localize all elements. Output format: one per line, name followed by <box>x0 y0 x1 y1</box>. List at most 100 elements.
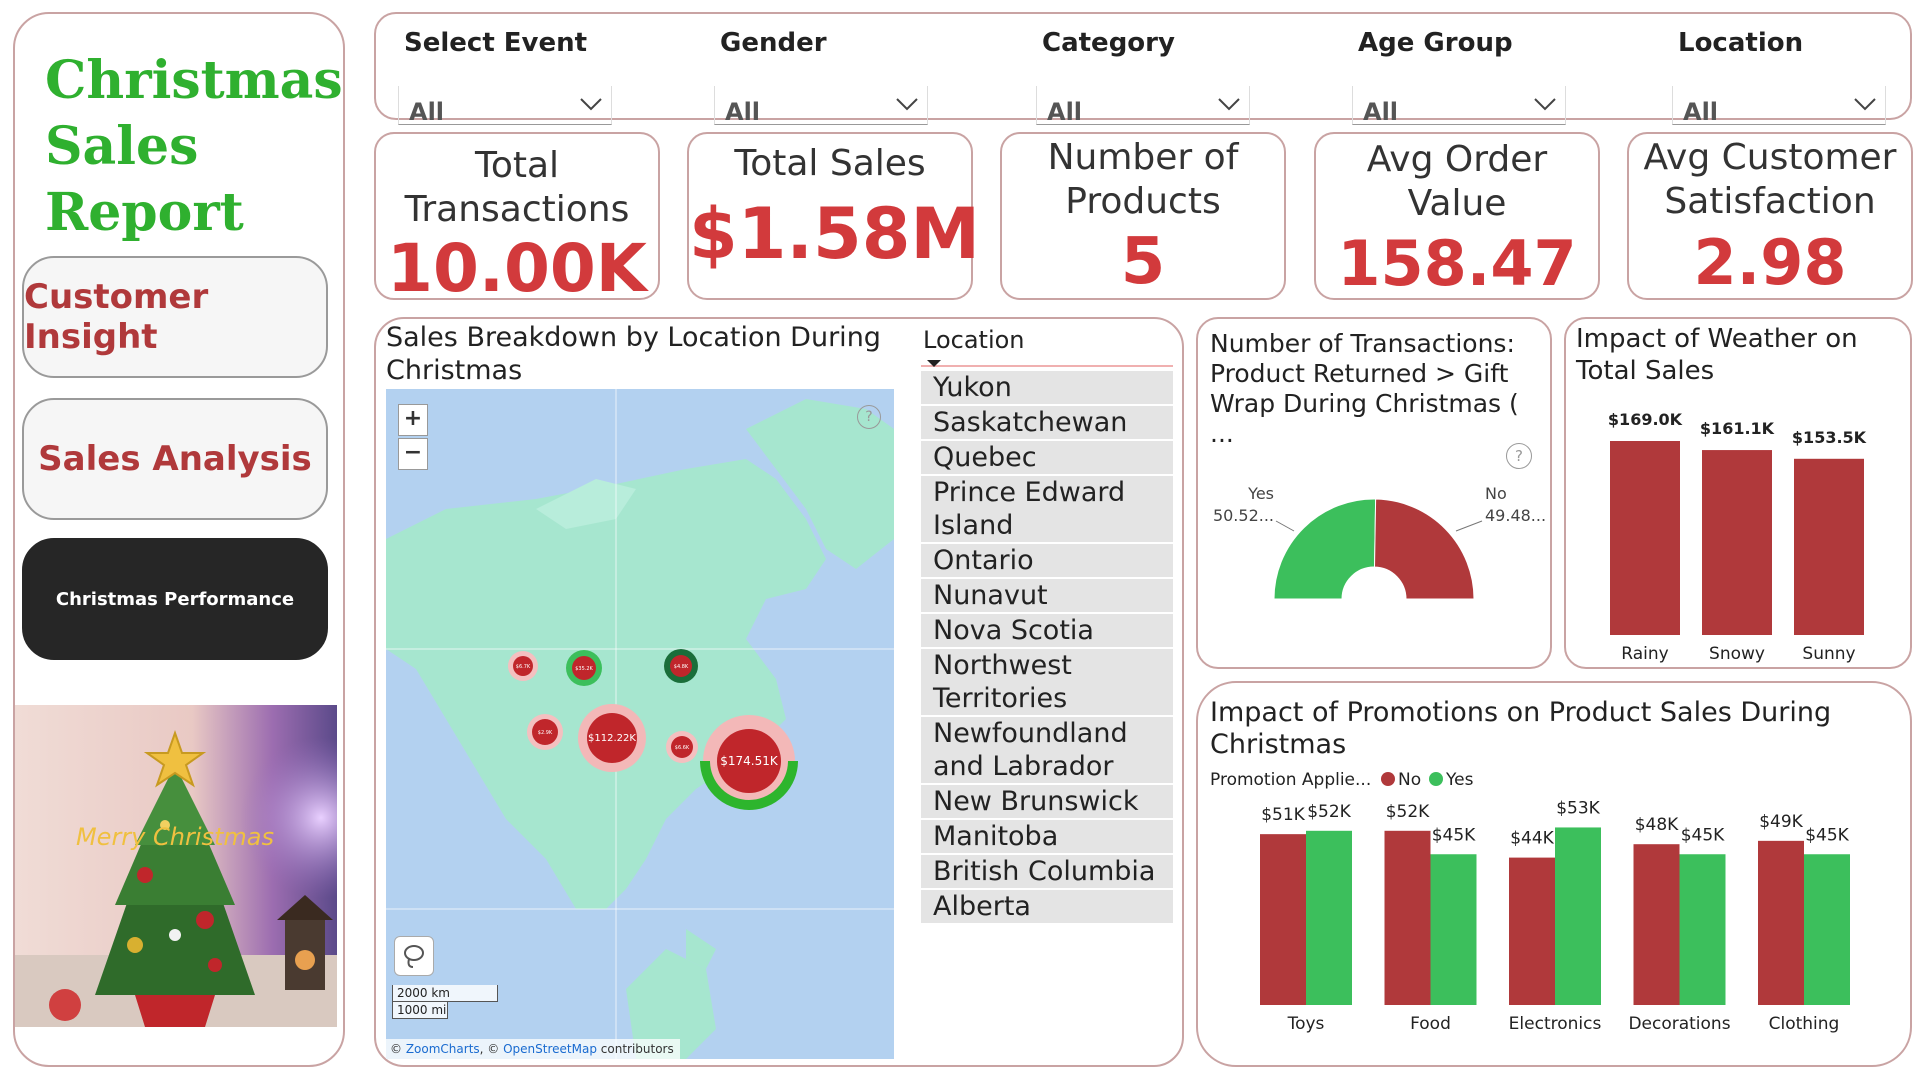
select-event-dropdown[interactable]: All <box>398 86 612 126</box>
filter-label: Location <box>1678 28 1804 58</box>
legend-label[interactable]: No <box>1398 770 1421 790</box>
kpi-value: 158.47 <box>1337 227 1577 300</box>
location-item[interactable]: New Brunswick <box>921 785 1173 820</box>
location-item[interactable]: Prince Edward Island <box>921 476 1173 544</box>
chevron-down-icon <box>580 98 602 111</box>
promo-panel: Impact of Promotions on Product Sales Du… <box>1196 681 1912 1067</box>
map-bubble-label: $2.9K <box>538 730 553 736</box>
map-bubble[interactable]: $4.8K <box>664 649 698 683</box>
location-item[interactable]: Nova Scotia <box>921 614 1173 649</box>
category-tick-label: Snowy <box>1709 644 1765 664</box>
bar-rainy[interactable] <box>1610 441 1680 635</box>
legend-swatch <box>1429 772 1443 786</box>
bar-clothing-no[interactable] <box>1758 840 1804 1005</box>
filter-value: All <box>1047 98 1083 126</box>
filter-gender: Gender All <box>692 28 928 126</box>
bar-value-label: $45K <box>1805 825 1849 845</box>
kpi-title: Avg Customer Satisfaction <box>1643 137 1897 222</box>
legend-swatch <box>1381 772 1395 786</box>
zoomcharts-link[interactable]: ZoomCharts <box>405 1042 480 1056</box>
bar-value-label: $153.5K <box>1792 428 1867 447</box>
filter-select-event: Select Event All <box>376 28 612 126</box>
location-item[interactable]: Manitoba <box>921 820 1173 855</box>
lasso-select-button[interactable] <box>394 936 434 976</box>
weather-bar-chart: $169.0K Rainy $161.1K Snowy $153.5K Sunny <box>1608 410 1867 664</box>
map-view[interactable]: $174.51K $112.22K $6.7K $35.2K $4.8K <box>386 389 894 1059</box>
bar-toys-yes[interactable] <box>1306 830 1352 1005</box>
location-item[interactable]: Ontario <box>921 544 1173 579</box>
bar-food-no[interactable] <box>1384 830 1431 1005</box>
category-tick-label: Clothing <box>1769 1014 1840 1034</box>
help-icon[interactable]: ? <box>857 405 881 429</box>
legend-title: Promotion Applie... <box>1210 770 1371 790</box>
location-list-header[interactable]: Location <box>923 326 1025 354</box>
kpi-title: Total Sales <box>734 143 926 184</box>
bar-value-label: $45K <box>1681 825 1725 845</box>
location-item[interactable]: Northwest Territories <box>921 649 1173 717</box>
location-dropdown[interactable]: All <box>1672 86 1886 126</box>
bar-value-label: $161.1K <box>1700 419 1775 438</box>
kpi-title: Total Transactions <box>404 145 630 230</box>
category-tick-label: Toys <box>1287 1014 1325 1034</box>
map-bubble[interactable]: $6.6K <box>666 731 698 763</box>
location-item[interactable]: Yukon <box>921 371 1173 406</box>
location-list: Location Yukon Saskatchewan Quebec Princ… <box>911 325 1173 925</box>
christmas-tree-image: Merry Christmas <box>15 705 337 1027</box>
location-item[interactable]: Quebec <box>921 441 1173 476</box>
sales-analysis-button[interactable]: Sales Analysis <box>22 398 328 520</box>
map-bubble[interactable]: $2.9K <box>527 714 563 750</box>
filter-value: All <box>409 98 445 126</box>
map-bubble[interactable]: $112.22K <box>578 704 646 772</box>
map-bubble[interactable]: $6.7K <box>508 651 538 681</box>
location-item[interactable]: Saskatchewan <box>921 406 1173 441</box>
zoom-in-button[interactable]: + <box>398 404 428 436</box>
promo-chart-title: Impact of Promotions on Product Sales Du… <box>1210 697 1832 760</box>
donut-slice-yes[interactable] <box>1273 498 1377 600</box>
map-bubble-label: $6.7K <box>516 664 531 670</box>
scale-km: 2000 km <box>392 985 498 1002</box>
bar-decorations-no[interactable] <box>1633 844 1680 1005</box>
customer-insight-button[interactable]: Customer Insight <box>22 256 328 378</box>
filter-age-group: Age Group All <box>1330 28 1566 126</box>
map-bubble[interactable]: $35.2K <box>566 650 602 686</box>
help-icon[interactable]: ? <box>1506 443 1532 469</box>
legend-label[interactable]: Yes <box>1445 770 1474 790</box>
chevron-down-icon <box>1218 98 1240 111</box>
bar-clothing-yes[interactable] <box>1804 854 1850 1005</box>
age-group-dropdown[interactable]: All <box>1352 86 1566 126</box>
donut-category-label: No <box>1485 484 1507 503</box>
zoom-out-button[interactable]: − <box>398 438 428 470</box>
map-bubble[interactable]: $174.51K <box>700 715 798 810</box>
christmas-performance-button[interactable]: Christmas Performance <box>22 538 328 660</box>
bar-toys-no[interactable] <box>1260 834 1306 1005</box>
category-tick-label: Rainy <box>1621 644 1668 664</box>
location-item[interactable]: Nunavut <box>921 579 1173 614</box>
openstreetmap-link[interactable]: OpenStreetMap <box>503 1042 597 1056</box>
bar-snowy[interactable] <box>1702 450 1772 635</box>
location-item[interactable]: British Columbia <box>921 855 1173 890</box>
category-dropdown[interactable]: All <box>1036 86 1250 126</box>
donut-value-label: 50.52... <box>1213 506 1274 525</box>
map-bubble-label: $4.8K <box>674 664 689 670</box>
gender-dropdown[interactable]: All <box>714 86 928 126</box>
map-credits: © ZoomCharts, © OpenStreetMap contributo… <box>386 1039 680 1059</box>
credits-text: contributors <box>596 1042 674 1056</box>
bar-decorations-yes[interactable] <box>1679 854 1726 1005</box>
map-scale: 2000 km 1000 mi <box>392 985 498 1019</box>
donut-slice-no[interactable] <box>1374 498 1475 600</box>
category-tick-label: Electronics <box>1509 1014 1602 1034</box>
donut-leader-line <box>1275 520 1295 532</box>
credits-text: , © <box>479 1042 504 1056</box>
weather-chart-title: Impact of Weather on Total Sales <box>1576 324 1858 386</box>
bar-electronics-no[interactable] <box>1509 857 1555 1005</box>
bar-food-yes[interactable] <box>1430 854 1477 1005</box>
weather-panel: Impact of Weather on Total Sales $169.0K… <box>1564 317 1912 669</box>
bar-electronics-yes[interactable] <box>1555 827 1601 1005</box>
kpi-title: Avg Order Value <box>1366 139 1548 224</box>
location-item[interactable]: Newfoundland and Labrador <box>921 717 1173 785</box>
map-bubble-label: $6.6K <box>675 745 690 751</box>
bar-sunny[interactable] <box>1794 458 1864 635</box>
filter-value: All <box>1683 98 1719 126</box>
bar-value-label: $48K <box>1635 815 1679 835</box>
location-item[interactable]: Alberta <box>921 890 1173 925</box>
